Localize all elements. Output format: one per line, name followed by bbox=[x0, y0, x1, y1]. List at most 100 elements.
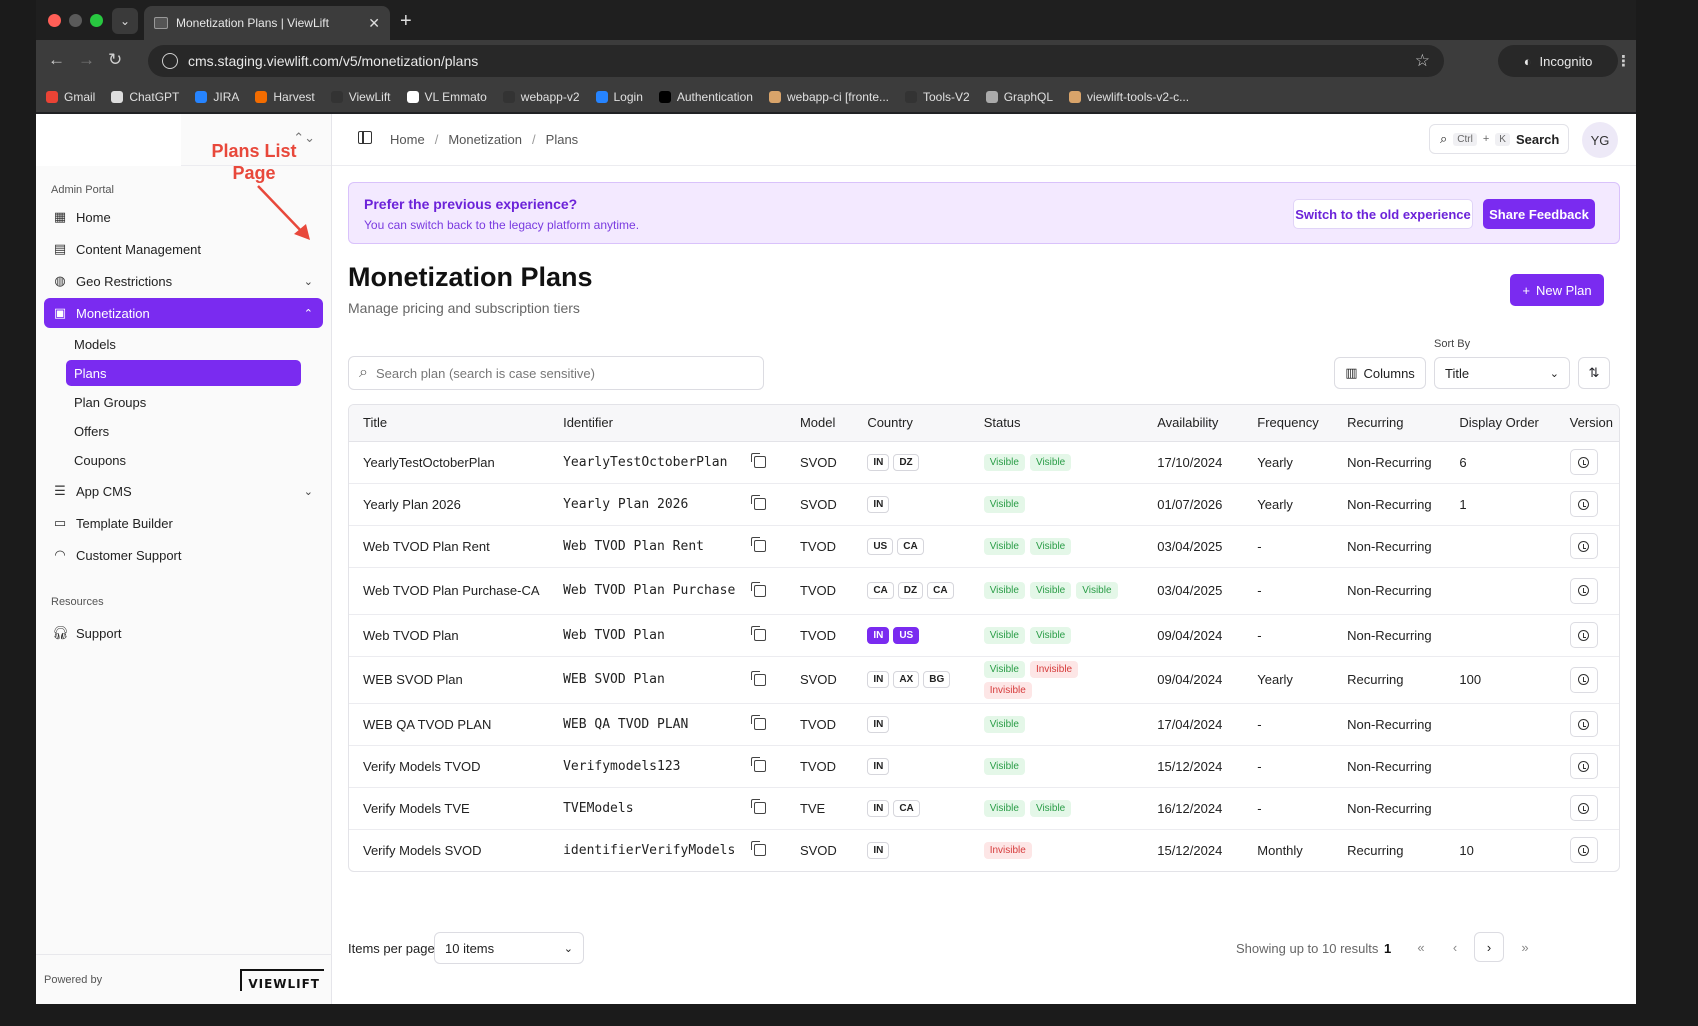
version-history-button[interactable] bbox=[1569, 837, 1598, 864]
version-history-button[interactable] bbox=[1569, 622, 1598, 648]
copy-icon[interactable] bbox=[750, 453, 766, 468]
sidebar-item-home[interactable]: ▦ Home bbox=[44, 202, 323, 232]
copy-icon[interactable] bbox=[750, 626, 766, 641]
columns-button[interactable]: ▥ Columns bbox=[1334, 357, 1426, 389]
maximize-window-button[interactable] bbox=[90, 14, 103, 27]
copy-icon[interactable] bbox=[750, 841, 766, 857]
version-history-button[interactable] bbox=[1569, 491, 1598, 517]
sort-by-select[interactable]: Title ⌄ bbox=[1434, 357, 1570, 389]
bookmark-item[interactable]: webapp-v2 bbox=[502, 90, 580, 104]
prev-page-icon[interactable]: ‹ bbox=[1452, 939, 1458, 955]
reload-icon[interactable]: ↻ bbox=[108, 50, 123, 69]
sidebar-item-monetization[interactable]: ▣ Monetization ⌃ bbox=[44, 298, 323, 328]
table-row[interactable]: Verify Models TVE TVEModels TVE IN CA Visible… bbox=[349, 787, 1619, 830]
table-row[interactable]: Web TVOD Plan Rent Web TVOD Plan Rent TVOD… bbox=[349, 525, 1619, 568]
column-header-display-order[interactable]: Display Order bbox=[1445, 405, 1556, 442]
sidebar-subitem-models[interactable]: Models bbox=[74, 336, 116, 352]
table-row[interactable]: Verify Models SVOD identifierVerifyModels… bbox=[349, 829, 1619, 871]
breadcrumb-monetization[interactable]: Monetization bbox=[448, 132, 523, 147]
bookmark-item[interactable]: webapp-ci [fronte... bbox=[768, 90, 889, 104]
address-bar[interactable]: cms.staging.viewlift.com/v5/monetization… bbox=[148, 45, 1444, 77]
sidebar-subitem-offers[interactable]: Offers bbox=[74, 423, 110, 439]
tab-search-chevron-icon[interactable]: ⌄ bbox=[112, 8, 138, 34]
column-header-country[interactable]: Country bbox=[853, 405, 970, 442]
new-tab-icon[interactable]: + bbox=[400, 10, 412, 32]
sidebar-item-content-management[interactable]: ▤ Content Management bbox=[44, 234, 323, 264]
version-history-button[interactable] bbox=[1569, 795, 1598, 821]
bookmark-item[interactable]: Login bbox=[595, 90, 643, 104]
column-header-status[interactable]: Status bbox=[969, 405, 1144, 442]
chevron-up-icon[interactable]: ⌃ bbox=[303, 307, 313, 320]
new-plan-button[interactable]: + New Plan bbox=[1510, 274, 1604, 306]
sidebar-item-geo-restrictions[interactable]: ◍ Geo Restrictions ⌄ bbox=[44, 266, 323, 296]
bookmark-item[interactable]: GraphQL bbox=[985, 90, 1053, 104]
copy-icon[interactable] bbox=[750, 495, 766, 510]
tab-close-icon[interactable]: ✕ bbox=[368, 14, 380, 31]
sidebar-subitem-plans[interactable]: Plans bbox=[66, 360, 301, 386]
version-history-button[interactable] bbox=[1569, 449, 1598, 475]
table-row[interactable]: YearlyTestOctoberPlan YearlyTestOctoberPl… bbox=[349, 441, 1619, 484]
url-text[interactable]: cms.staging.viewlift.com/v5/monetization… bbox=[188, 53, 479, 69]
back-arrow-icon[interactable]: ← bbox=[48, 50, 65, 69]
chevrons-updown-icon[interactable]: ⌃⌄ bbox=[293, 130, 315, 145]
column-header-frequency[interactable]: Frequency bbox=[1243, 405, 1334, 442]
column-header-version[interactable]: Version bbox=[1555, 405, 1619, 442]
incognito-indicator[interactable]: ◐ Incognito bbox=[1498, 45, 1618, 77]
table-row[interactable]: Yearly Plan 2026 Yearly Plan 2026 SVOD IN Vi… bbox=[349, 483, 1619, 526]
version-history-button[interactable] bbox=[1569, 533, 1598, 559]
share-feedback-button[interactable]: Share Feedback bbox=[1483, 199, 1595, 229]
table-row[interactable]: Verify Models TVOD Verifymodels123 TVOD IN V… bbox=[349, 745, 1619, 788]
column-header-model[interactable]: Model bbox=[785, 405, 854, 442]
close-window-button[interactable] bbox=[48, 14, 61, 27]
items-per-page-select[interactable]: 10 items ⌄ bbox=[434, 932, 584, 964]
column-header-availability[interactable]: Availability bbox=[1143, 405, 1244, 442]
bookmark-item[interactable]: Authentication bbox=[658, 90, 753, 104]
bookmark-item[interactable]: JIRA bbox=[195, 90, 239, 104]
sidebar-item-template-builder[interactable]: ▭ Template Builder bbox=[44, 508, 323, 538]
chevron-down-icon[interactable]: ⌄ bbox=[303, 485, 313, 498]
table-row[interactable]: Web TVOD Plan Purchase-CA Web TVOD Plan P… bbox=[349, 567, 1619, 615]
copy-icon[interactable] bbox=[750, 757, 766, 772]
sidebar-subitem-coupons[interactable]: Coupons bbox=[74, 452, 127, 468]
column-header-identifier[interactable]: Identifier bbox=[549, 405, 786, 442]
switch-old-experience-button[interactable]: Switch to the old experience bbox=[1293, 199, 1473, 229]
plan-search-field[interactable]: ⌕ bbox=[348, 356, 764, 390]
sidebar-subitem-plan-groups[interactable]: Plan Groups bbox=[74, 394, 147, 410]
version-history-button[interactable] bbox=[1569, 577, 1598, 604]
copy-icon[interactable] bbox=[750, 581, 766, 597]
sidebar-item-support[interactable]: 🎧︎ Support bbox=[44, 618, 323, 648]
browser-tab[interactable]: Monetization Plans | ViewLift ✕ bbox=[144, 6, 390, 40]
chevron-down-icon[interactable]: ⌄ bbox=[303, 275, 313, 288]
copy-icon[interactable] bbox=[750, 670, 766, 686]
site-info-icon[interactable] bbox=[162, 53, 178, 69]
column-header-recurring[interactable]: Recurring bbox=[1333, 405, 1446, 442]
bookmark-item[interactable]: viewlift-tools-v2-c... bbox=[1069, 90, 1189, 104]
version-history-button[interactable] bbox=[1569, 711, 1598, 737]
table-row[interactable]: WEB QA TVOD PLAN WEB QA TVOD PLAN TVOD IN Vi… bbox=[349, 703, 1619, 746]
next-page-icon[interactable]: › bbox=[1474, 932, 1504, 962]
browser-menu-icon[interactable]: ⋮ bbox=[1616, 53, 1631, 70]
version-history-button[interactable] bbox=[1569, 666, 1598, 693]
table-row[interactable]: Web TVOD Plan Web TVOD Plan TVOD IN US Visibl… bbox=[349, 614, 1619, 657]
copy-icon[interactable] bbox=[750, 537, 766, 552]
forward-arrow-icon[interactable]: → bbox=[78, 50, 95, 69]
table-row[interactable]: WEB SVOD Plan WEB SVOD Plan SVOD IN AX BG Visi… bbox=[349, 656, 1619, 704]
bookmark-item[interactable]: Gmail bbox=[46, 90, 95, 104]
bookmark-item[interactable]: VL Emmato bbox=[406, 90, 487, 104]
copy-icon[interactable] bbox=[750, 715, 766, 730]
sidebar-item-customer-support[interactable]: ◠ Customer Support bbox=[44, 540, 323, 570]
bookmark-star-icon[interactable]: ☆ bbox=[1414, 51, 1430, 70]
copy-icon[interactable] bbox=[750, 799, 766, 814]
column-header-title[interactable]: Title bbox=[349, 405, 550, 442]
breadcrumb-home[interactable]: Home bbox=[390, 132, 425, 147]
bookmark-item[interactable]: ViewLift bbox=[330, 90, 391, 104]
plan-search-input[interactable] bbox=[375, 365, 753, 381]
sort-order-button[interactable]: ⇅ bbox=[1578, 357, 1610, 389]
bookmark-item[interactable]: ChatGPT bbox=[111, 90, 179, 104]
version-history-button[interactable] bbox=[1569, 753, 1598, 779]
bookmark-item[interactable]: Harvest bbox=[255, 90, 315, 104]
bookmark-item[interactable]: Tools-V2 bbox=[905, 90, 970, 104]
minimize-window-button[interactable] bbox=[69, 14, 82, 27]
global-search-button[interactable]: ⌕ Ctrl + K Search bbox=[1429, 124, 1569, 154]
last-page-icon[interactable]: » bbox=[1521, 939, 1529, 955]
